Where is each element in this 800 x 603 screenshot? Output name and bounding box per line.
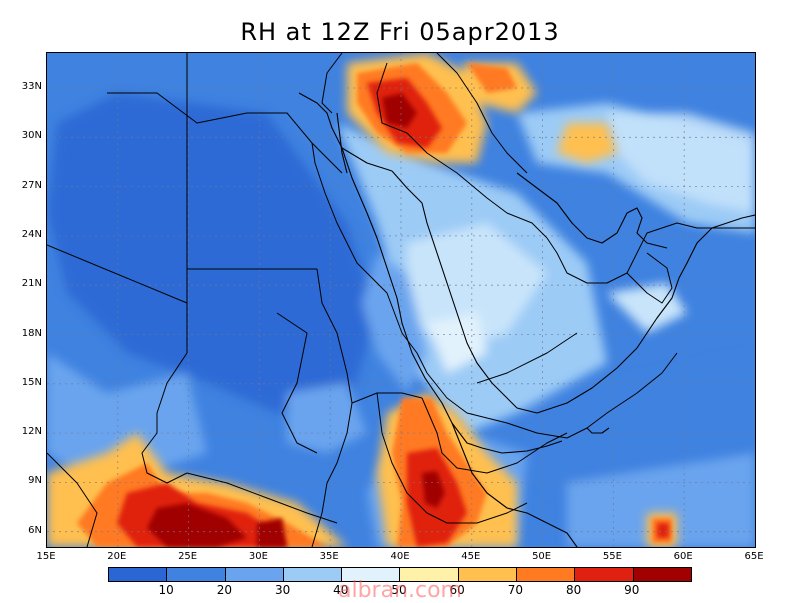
lon-label-35e: 35E — [319, 551, 339, 562]
colorbar-label-80: 80 — [565, 583, 582, 597]
lat-label-15n: 15N — [21, 376, 42, 388]
colorbar-segment-4 — [342, 568, 401, 581]
colorbar-segment-3 — [283, 568, 343, 581]
lon-label-40e: 40E — [390, 551, 410, 562]
lon-label-55e: 55E — [602, 551, 622, 562]
lon-label-50e: 50E — [532, 551, 552, 562]
colorbar-label-60: 60 — [449, 583, 465, 597]
map-title: RH at 12Z Fri 05apr2013 — [240, 18, 560, 46]
lon-label-20e: 20E — [107, 551, 127, 562]
lat-label-27n: 27N — [21, 179, 42, 191]
rh-map — [46, 52, 756, 548]
colorbar-label-50: 50 — [391, 583, 407, 597]
lon-label-60e: 60E — [673, 551, 693, 562]
lat-label-21n: 21N — [21, 278, 42, 290]
rh-map-canvas — [47, 53, 755, 547]
lon-label-65e: 65E — [744, 551, 764, 562]
political-boundaries — [47, 53, 755, 547]
colorbar-label-30: 30 — [274, 583, 291, 597]
colorbar-label-20: 20 — [216, 583, 233, 597]
lat-label-18n: 18N — [21, 327, 42, 339]
colorbar-segment-9 — [633, 568, 691, 581]
colorbar-label-70: 70 — [507, 583, 524, 597]
colorbar-label-10: 10 — [158, 583, 174, 597]
lon-label-30e: 30E — [248, 551, 268, 562]
lat-label-9n: 9N — [28, 475, 42, 487]
lat-label-33n: 33N — [21, 81, 42, 92]
colorbar-label-90: 90 — [624, 583, 640, 597]
lon-label-15e: 15E — [36, 551, 56, 562]
lat-lon-grid — [47, 53, 755, 547]
lon-label-25e: 25E — [178, 551, 198, 562]
colorbar-segment-2 — [225, 568, 284, 581]
lat-label-6n: 6N — [28, 524, 42, 536]
coastlines — [298, 92, 755, 547]
colorbar-segment-6 — [458, 568, 518, 581]
colorbar-segment-7 — [517, 568, 576, 581]
colorbar — [108, 567, 692, 582]
colorbar-segment-8 — [575, 568, 634, 581]
lat-label-24n: 24N — [21, 228, 42, 240]
lat-label-12n: 12N — [21, 426, 42, 438]
colorbar-segment-5 — [400, 568, 459, 581]
lon-label-45e: 45E — [461, 551, 481, 562]
colorbar-segment-1 — [167, 568, 226, 581]
colorbar-label-40: 40 — [333, 583, 349, 597]
lat-label-30n: 30N — [21, 130, 42, 142]
colorbar-segment-0 — [109, 568, 168, 581]
